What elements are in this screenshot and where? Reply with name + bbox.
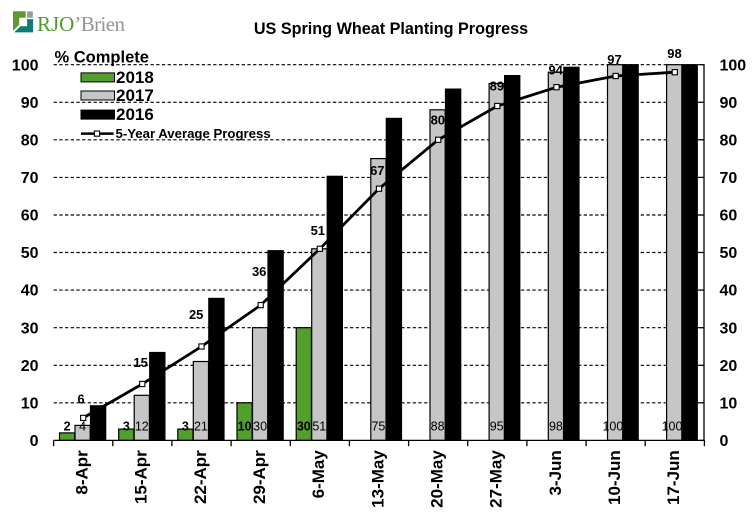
svg-text:88: 88 xyxy=(431,419,445,433)
svg-text:3: 3 xyxy=(182,419,189,433)
svg-text:98: 98 xyxy=(549,419,563,433)
svg-text:20-May: 20-May xyxy=(428,450,447,508)
svg-text:10: 10 xyxy=(21,395,39,412)
svg-text:10-Jun: 10-Jun xyxy=(605,450,624,505)
svg-text:94: 94 xyxy=(548,62,563,77)
svg-text:80: 80 xyxy=(720,132,738,149)
svg-text:100: 100 xyxy=(662,419,683,433)
svg-text:25: 25 xyxy=(189,307,203,322)
svg-text:2018: 2018 xyxy=(116,68,154,87)
svg-text:70: 70 xyxy=(21,170,39,187)
svg-text:51: 51 xyxy=(312,419,326,433)
svg-text:2: 2 xyxy=(64,419,71,433)
svg-text:60: 60 xyxy=(720,208,738,225)
svg-text:80: 80 xyxy=(21,132,39,149)
svg-text:2016: 2016 xyxy=(116,105,154,124)
svg-text:8-Apr: 8-Apr xyxy=(73,450,92,495)
svg-text:89: 89 xyxy=(490,79,504,94)
svg-text:30: 30 xyxy=(720,320,738,337)
svg-text:13-May: 13-May xyxy=(368,450,387,508)
svg-text:100: 100 xyxy=(720,57,747,74)
svg-text:21: 21 xyxy=(194,419,208,433)
svg-text:100: 100 xyxy=(12,57,39,74)
svg-text:40: 40 xyxy=(21,283,39,300)
svg-text:90: 90 xyxy=(21,95,39,112)
svg-text:100: 100 xyxy=(602,419,623,433)
svg-text:15: 15 xyxy=(133,355,147,370)
svg-text:20: 20 xyxy=(720,358,738,375)
svg-text:36: 36 xyxy=(252,264,266,279)
svg-text:0: 0 xyxy=(720,433,729,450)
svg-text:50: 50 xyxy=(21,245,39,262)
svg-text:10: 10 xyxy=(720,395,738,412)
svg-text:51: 51 xyxy=(311,223,325,238)
svg-text:75: 75 xyxy=(371,419,385,433)
svg-text:40: 40 xyxy=(720,283,738,300)
svg-text:6: 6 xyxy=(77,392,84,407)
svg-text:90: 90 xyxy=(720,95,738,112)
svg-text:3: 3 xyxy=(123,419,130,433)
svg-text:6-May: 6-May xyxy=(309,450,328,499)
svg-text:97: 97 xyxy=(607,52,621,67)
svg-text:22-Apr: 22-Apr xyxy=(191,450,210,504)
svg-text:30: 30 xyxy=(297,419,311,433)
svg-text:27-May: 27-May xyxy=(487,450,506,508)
svg-text:15-Apr: 15-Apr xyxy=(132,450,151,504)
svg-text:29-Apr: 29-Apr xyxy=(250,450,269,504)
svg-text:12: 12 xyxy=(135,419,149,433)
svg-text:98: 98 xyxy=(667,46,681,61)
svg-text:30: 30 xyxy=(253,419,267,433)
svg-text:2017: 2017 xyxy=(116,86,154,105)
svg-text:70: 70 xyxy=(720,170,738,187)
svg-text:% Complete: % Complete xyxy=(55,49,149,67)
svg-text:67: 67 xyxy=(370,163,384,178)
svg-text:0: 0 xyxy=(30,433,39,450)
svg-text:60: 60 xyxy=(21,208,39,225)
svg-text:RJO’Brien: RJO’Brien xyxy=(37,12,126,36)
svg-text:17-Jun: 17-Jun xyxy=(664,450,683,505)
svg-text:80: 80 xyxy=(431,113,445,128)
svg-text:3-Jun: 3-Jun xyxy=(546,450,565,495)
svg-text:4: 4 xyxy=(79,419,86,433)
svg-text:50: 50 xyxy=(720,245,738,262)
svg-text:20: 20 xyxy=(21,358,39,375)
svg-text:95: 95 xyxy=(490,419,504,433)
svg-text:5-Year Average Progress: 5-Year Average Progress xyxy=(116,126,271,141)
svg-text:30: 30 xyxy=(21,320,39,337)
svg-text:10: 10 xyxy=(238,419,252,433)
svg-text:US Spring Wheat Planting Progr: US Spring Wheat Planting Progress xyxy=(254,20,528,38)
